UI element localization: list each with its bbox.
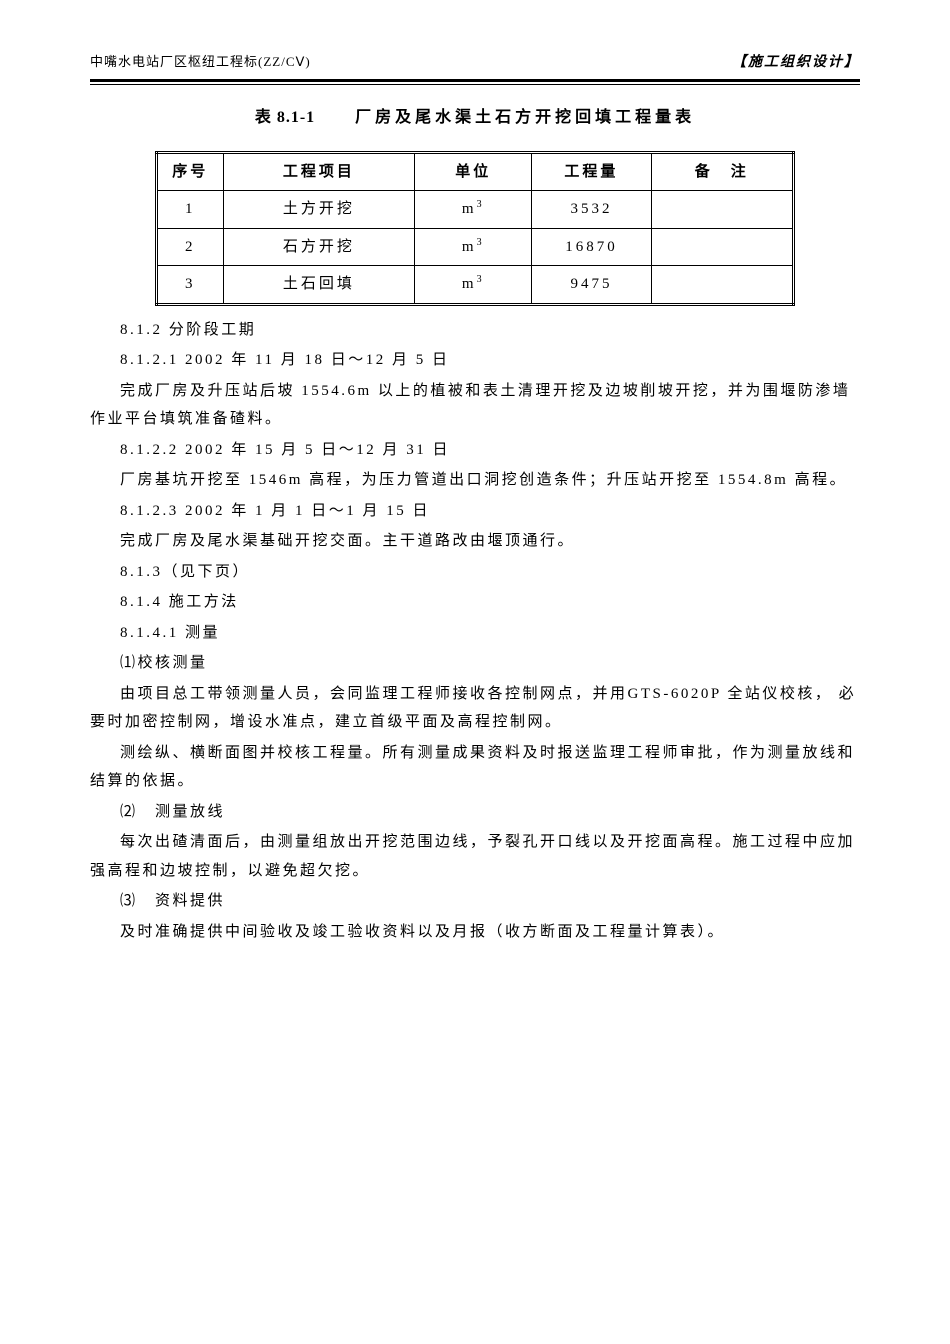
col-unit: 单位 (415, 152, 532, 191)
cell-item: 土石回填 (223, 266, 415, 305)
paragraph: 每次出碴清面后，由测量组放出开挖范围边线，予裂孔开口线以及开挖面高程。施工过程中… (90, 828, 860, 885)
cell-seq: 1 (157, 191, 224, 229)
table-title-prefix: 表 8.1-1 (255, 109, 315, 126)
header-rule (90, 84, 860, 85)
cell-unit: m3 (415, 191, 532, 229)
paragraph: 及时准确提供中间验收及竣工验收资料以及月报（收方断面及工程量计算表）。 (90, 918, 860, 947)
header-left: 中嘴水电站厂区枢纽工程标(ZZ/CⅤ) (90, 50, 311, 75)
paragraph: 8.1.2.3 2002 年 1 月 1 日～1 月 15 日 (90, 497, 860, 526)
table-row: 3 土石回填 m3 9475 (157, 266, 794, 305)
paragraph: 8.1.2.1 2002 年 11 月 18 日～12 月 5 日 (90, 346, 860, 375)
paragraph: 8.1.3（见下页） (90, 558, 860, 587)
cell-note (651, 266, 793, 305)
table-header-row: 序号 工程项目 单位 工程量 备 注 (157, 152, 794, 191)
paragraph: 8.1.2.2 2002 年 15 月 5 日～12 月 31 日 (90, 436, 860, 465)
page-header: 中嘴水电站厂区枢纽工程标(ZZ/CⅤ) 【施工组织设计】 (90, 50, 860, 82)
paragraph: ⑵ 测量放线 (90, 798, 860, 827)
paragraph: 8.1.4.1 测量 (90, 619, 860, 648)
paragraph: 8.1.4 施工方法 (90, 588, 860, 617)
paragraph: 厂房基坑开挖至 1546m 高程，为压力管道出口洞挖创造条件；升压站开挖至 15… (90, 466, 860, 495)
col-item: 工程项目 (223, 152, 415, 191)
cell-item: 石方开挖 (223, 228, 415, 266)
paragraph: 完成厂房及尾水渠基础开挖交面。主干道路改由堰顶通行。 (90, 527, 860, 556)
cell-unit: m3 (415, 266, 532, 305)
header-right: 【施工组织设计】 (732, 50, 860, 77)
paragraph: ⑴校核测量 (90, 649, 860, 678)
paragraph: 8.1.2 分阶段工期 (90, 316, 860, 345)
cell-qty: 3532 (532, 191, 651, 229)
cell-note (651, 191, 793, 229)
cell-seq: 3 (157, 266, 224, 305)
paragraph: 完成厂房及升压站后坡 1554.6m 以上的植被和表土清理开挖及边坡削坡开挖，并… (90, 377, 860, 434)
col-qty: 工程量 (532, 152, 651, 191)
col-seq: 序号 (157, 152, 224, 191)
cell-note (651, 228, 793, 266)
col-note: 备 注 (651, 152, 793, 191)
table-row: 1 土方开挖 m3 3532 (157, 191, 794, 229)
cell-item: 土方开挖 (223, 191, 415, 229)
table-row: 2 石方开挖 m3 16870 (157, 228, 794, 266)
paragraph: 测绘纵、横断面图并校核工程量。所有测量成果资料及时报送监理工程师审批，作为测量放… (90, 739, 860, 796)
quantity-table: 序号 工程项目 单位 工程量 备 注 1 土方开挖 m3 3532 2 石方开挖… (155, 151, 795, 306)
table-title: 表 8.1-1 厂房及尾水渠土石方开挖回填工程量表 (90, 103, 860, 133)
cell-qty: 9475 (532, 266, 651, 305)
paragraph: 由项目总工带领测量人员，会同监理工程师接收各控制网点，并用GTS-6020P 全… (90, 680, 860, 737)
cell-unit: m3 (415, 228, 532, 266)
cell-seq: 2 (157, 228, 224, 266)
cell-qty: 16870 (532, 228, 651, 266)
table-title-main: 厂房及尾水渠土石方开挖回填工程量表 (355, 109, 695, 126)
paragraph: ⑶ 资料提供 (90, 887, 860, 916)
